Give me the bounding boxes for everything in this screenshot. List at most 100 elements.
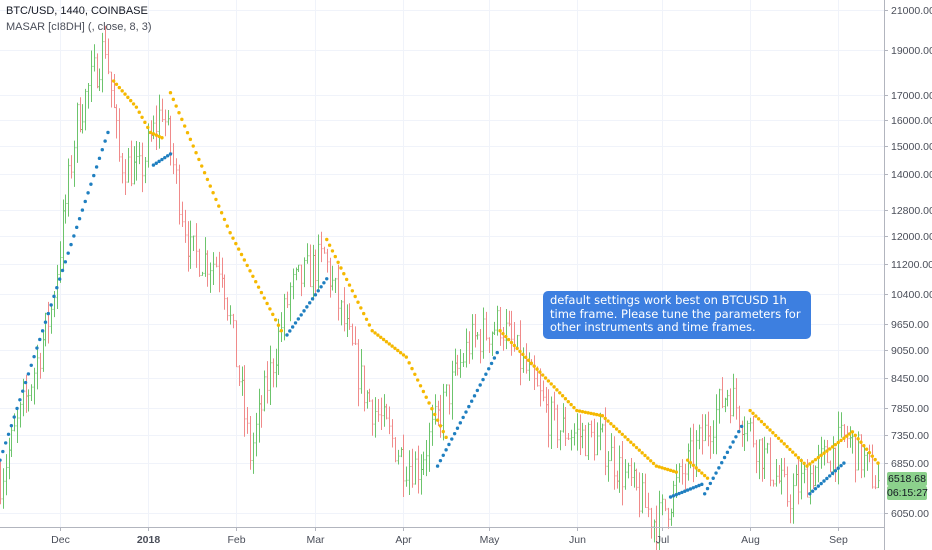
sar-dot [151,163,156,167]
sar-dot [146,125,150,130]
x-tick-label: Jun [569,534,586,546]
annotation-note[interactable]: default settings work best on BTCUSD 1h … [543,291,811,339]
sar-dot [572,405,576,410]
sar-dot [413,372,417,377]
sar-dot [586,411,590,415]
price-axis[interactable]: 21000.00 19000.00 17000.00 16000.00 15000.00… [884,5,932,520]
sar-dot [157,159,161,164]
sar-dot [379,335,383,339]
sar-dot [316,289,320,293]
sar-dot [538,370,542,374]
sar-dot [464,410,468,414]
sar-dot [222,217,227,222]
y-tick-label: 12800.00 [891,205,932,217]
sar-dot [421,389,426,394]
sar-dot [0,458,2,462]
sar-dot [685,458,690,462]
sar-dot [117,85,122,90]
sar-dot [583,410,588,414]
sar-dot [663,466,667,471]
sar-dot [677,491,681,496]
sar-dot [575,408,579,413]
sar-dot [697,468,701,473]
sar-dot [819,481,823,486]
y-tick-label: 11200.00 [891,259,932,271]
sar-dot [344,277,349,282]
sar-dot [512,343,516,348]
indicator-label[interactable]: MASAR [cI8DH] (, close, 8, 3) [6,21,152,33]
sar-dot [606,419,610,423]
sar-dot [435,418,440,422]
sar-dot [174,104,178,108]
sar-dot [822,479,826,483]
sar-dot [577,409,582,413]
sar-dot [290,325,295,329]
sar-dot [12,415,16,419]
sar-dot [60,268,65,273]
sar-dot [254,280,258,284]
sar-dot [643,453,647,458]
sar-dot [15,406,19,411]
sar-dot [154,133,158,137]
sar-dot [401,353,406,357]
sar-dot [796,456,801,460]
sar-dot [35,346,39,350]
sar-dot [75,225,79,230]
sar-dot [555,388,559,392]
sar-dot [52,294,56,299]
sar-dot [444,448,448,452]
sar-dot [833,442,838,447]
sar-dot [268,307,272,311]
sar-dot [825,476,829,481]
sar-dot [126,95,130,100]
sar-dot [350,289,355,293]
x-tick-label: Apr [395,534,412,546]
sar-dot [580,409,585,414]
sar-dot [822,451,826,455]
sar-dot [441,453,445,457]
sar-dot [285,333,289,337]
y-tick-label: 16000.00 [891,115,932,127]
sar-dot [163,155,167,160]
sar-dot [21,389,25,393]
x-tick-label: May [480,534,501,546]
sar-dot [725,450,730,455]
sar-dot [515,346,519,351]
sar-dot [819,453,823,458]
sar-dot [845,434,849,438]
sar-dot [293,321,298,325]
sar-dot [29,363,33,368]
sar-dot [188,137,193,142]
sar-dot [211,191,215,195]
sar-dot [737,429,741,434]
sar-dot [688,487,693,491]
sar-dot [305,305,309,309]
sar-dot [788,447,792,452]
symbol-title[interactable]: BTC/USD, 1440, COINBASE [6,5,148,17]
sar-dot [356,300,360,304]
sar-dot [705,476,710,480]
sar-dot [77,217,82,221]
sar-dot [708,481,713,486]
sar-dot [779,439,784,443]
time-axis[interactable]: Dec 2018 Feb Mar Apr May Jun Jul Aug Sep [51,527,848,546]
sar-dot [165,154,170,158]
sar-dot [543,376,548,380]
sar-dot [685,488,690,492]
sar-dot [228,231,232,235]
sar-dot [751,411,755,415]
sar-dot [296,317,301,321]
sar-dot [242,258,247,262]
sar-dot [839,463,843,468]
sar-dot [3,441,8,445]
sar-dot [160,157,164,162]
sar-dot [322,281,326,285]
sar-dot [774,433,778,438]
sar-dot [717,466,721,470]
sar-dot [279,328,284,333]
sar-dot [438,458,443,463]
sar-dot [720,460,724,465]
sar-dot [393,346,397,351]
sar-dot [94,165,99,169]
